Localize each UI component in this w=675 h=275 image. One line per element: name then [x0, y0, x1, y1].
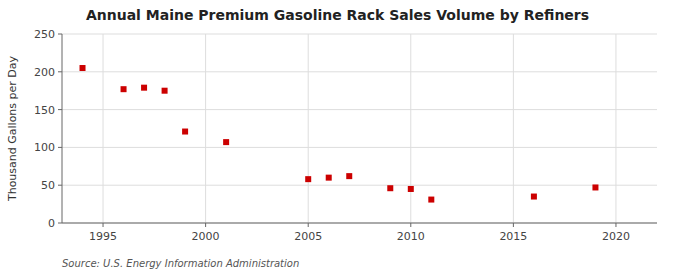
y-tick-label: 200 [34, 66, 55, 79]
x-axis-line [62, 223, 657, 224]
y-grid-line [62, 185, 657, 186]
x-tick [308, 223, 309, 227]
point [428, 197, 434, 203]
y-tick [58, 71, 62, 72]
y-tick [58, 223, 62, 224]
point [223, 139, 229, 145]
x-tick-label: 2015 [499, 230, 527, 243]
point [162, 88, 168, 94]
x-tick-label: 2020 [602, 230, 630, 243]
y-tick-label: 100 [34, 141, 55, 154]
point [387, 185, 393, 191]
point [346, 173, 352, 179]
points [80, 65, 599, 203]
x-grid-line [410, 34, 411, 223]
x-tick-label: 2000 [192, 230, 220, 243]
point [326, 175, 332, 181]
point [121, 86, 127, 92]
point [182, 129, 188, 135]
y-tick [58, 185, 62, 186]
x-grid-line [513, 34, 514, 223]
point [80, 65, 86, 71]
x-grid-line [308, 34, 309, 223]
y-grid-line [62, 147, 657, 148]
x-tick [615, 223, 616, 227]
x-tick [513, 223, 514, 227]
x-tick-label: 2005 [294, 230, 322, 243]
x-grid-line [615, 34, 616, 223]
y-tick [58, 147, 62, 148]
y-axis-line [62, 34, 63, 223]
point [531, 194, 537, 200]
x-tick [205, 223, 206, 227]
x-tick-label: 1995 [89, 230, 117, 243]
grid [62, 34, 657, 223]
y-tick-label: 50 [41, 179, 55, 192]
axes: 0 50 100 150 200 250 1995 2000 2005 2010 2015 2020 [34, 28, 657, 243]
chart-svg: Annual Maine Premium Gasoline Rack Sales… [0, 0, 675, 275]
y-axis-label: Thousand Gallons per Day [6, 55, 19, 202]
y-tick-label: 250 [34, 28, 55, 41]
point [592, 184, 598, 190]
y-grid-line [62, 71, 657, 72]
point [141, 85, 147, 91]
y-tick-label: 150 [34, 104, 55, 117]
y-grid-line [62, 34, 657, 35]
source-note: Source: U.S. Energy Information Administ… [62, 258, 299, 269]
x-tick [103, 223, 104, 227]
chart-container: Annual Maine Premium Gasoline Rack Sales… [0, 0, 675, 275]
x-grid-line [103, 34, 104, 223]
title: Annual Maine Premium Gasoline Rack Sales… [86, 7, 589, 23]
y-tick [58, 34, 62, 35]
y-grid-line [62, 109, 657, 110]
x-tick-label: 2010 [397, 230, 425, 243]
point [408, 186, 414, 192]
y-tick-label: 0 [48, 217, 55, 230]
y-tick [58, 109, 62, 110]
x-tick [410, 223, 411, 227]
y-grid-line [62, 223, 657, 224]
point [305, 176, 311, 182]
x-grid-line [205, 34, 206, 223]
